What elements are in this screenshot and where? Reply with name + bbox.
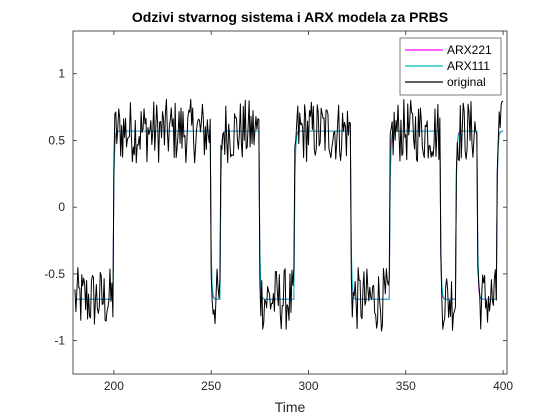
axes-layer: 200 250 300 350 400 1 0.5 0 -0.5 -1 [44, 30, 513, 393]
y-tick-label: 0.5 [48, 133, 65, 147]
y-tick-label: 0 [58, 200, 65, 214]
x-tick-label: 300 [298, 379, 318, 393]
x-tick-label: 200 [104, 379, 124, 393]
chart-title: Odzivi stvarnog sistema i ARX modela za … [132, 9, 448, 25]
x-tick-label: 250 [201, 379, 221, 393]
y-tick-label: 1 [58, 67, 65, 81]
legend-label-arx221: ARX221 [447, 43, 492, 57]
x-axis-label: Time [275, 399, 306, 415]
legend: ARX221 ARX111 original [399, 37, 502, 96]
y-tick-label: -1 [54, 334, 65, 348]
series-layer [74, 98, 504, 332]
legend-label-arx111: ARX111 [447, 59, 490, 73]
axes-box [72, 30, 508, 375]
x-tick-label: 350 [396, 379, 416, 393]
y-tick-label: -0.5 [44, 267, 65, 281]
x-tick-label: 400 [493, 379, 513, 393]
legend-label-original: original [447, 75, 486, 89]
series-line-original [74, 98, 504, 332]
